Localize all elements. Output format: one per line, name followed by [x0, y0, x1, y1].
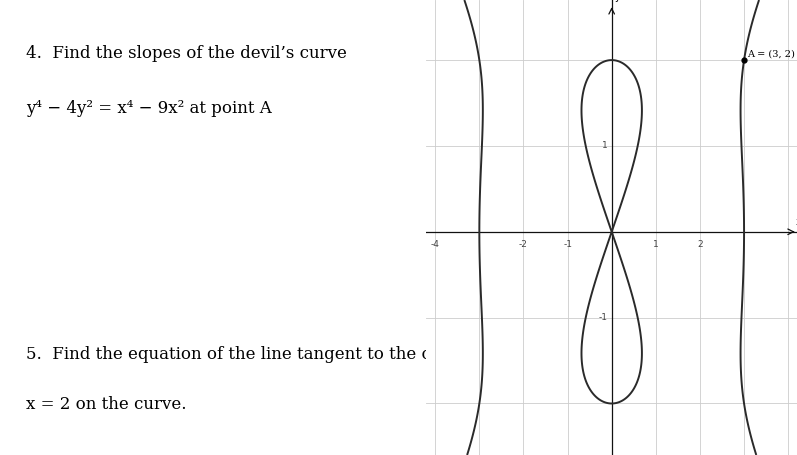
Text: x: x [796, 217, 797, 227]
Text: y: y [614, 0, 620, 2]
Text: y⁴ − 4y² = x⁴ − 9x² at point A: y⁴ − 4y² = x⁴ − 9x² at point A [26, 100, 272, 117]
Text: -4: -4 [431, 240, 440, 249]
Text: -2: -2 [519, 240, 528, 249]
Text: 1: 1 [602, 142, 607, 151]
Text: A = (3, 2): A = (3, 2) [747, 50, 795, 58]
Text: 1: 1 [653, 240, 658, 249]
Text: 5.  Find the equation of the line tangent to the curve y = x³ − 2x² − x + 2 at p: 5. Find the equation of the line tangent… [26, 346, 713, 363]
Text: 4.  Find the slopes of the devil’s curve: 4. Find the slopes of the devil’s curve [26, 46, 347, 62]
Text: 2: 2 [697, 240, 703, 249]
Text: x = 2 on the curve.: x = 2 on the curve. [26, 396, 186, 413]
Text: -1: -1 [599, 313, 607, 322]
Text: -1: -1 [563, 240, 572, 249]
